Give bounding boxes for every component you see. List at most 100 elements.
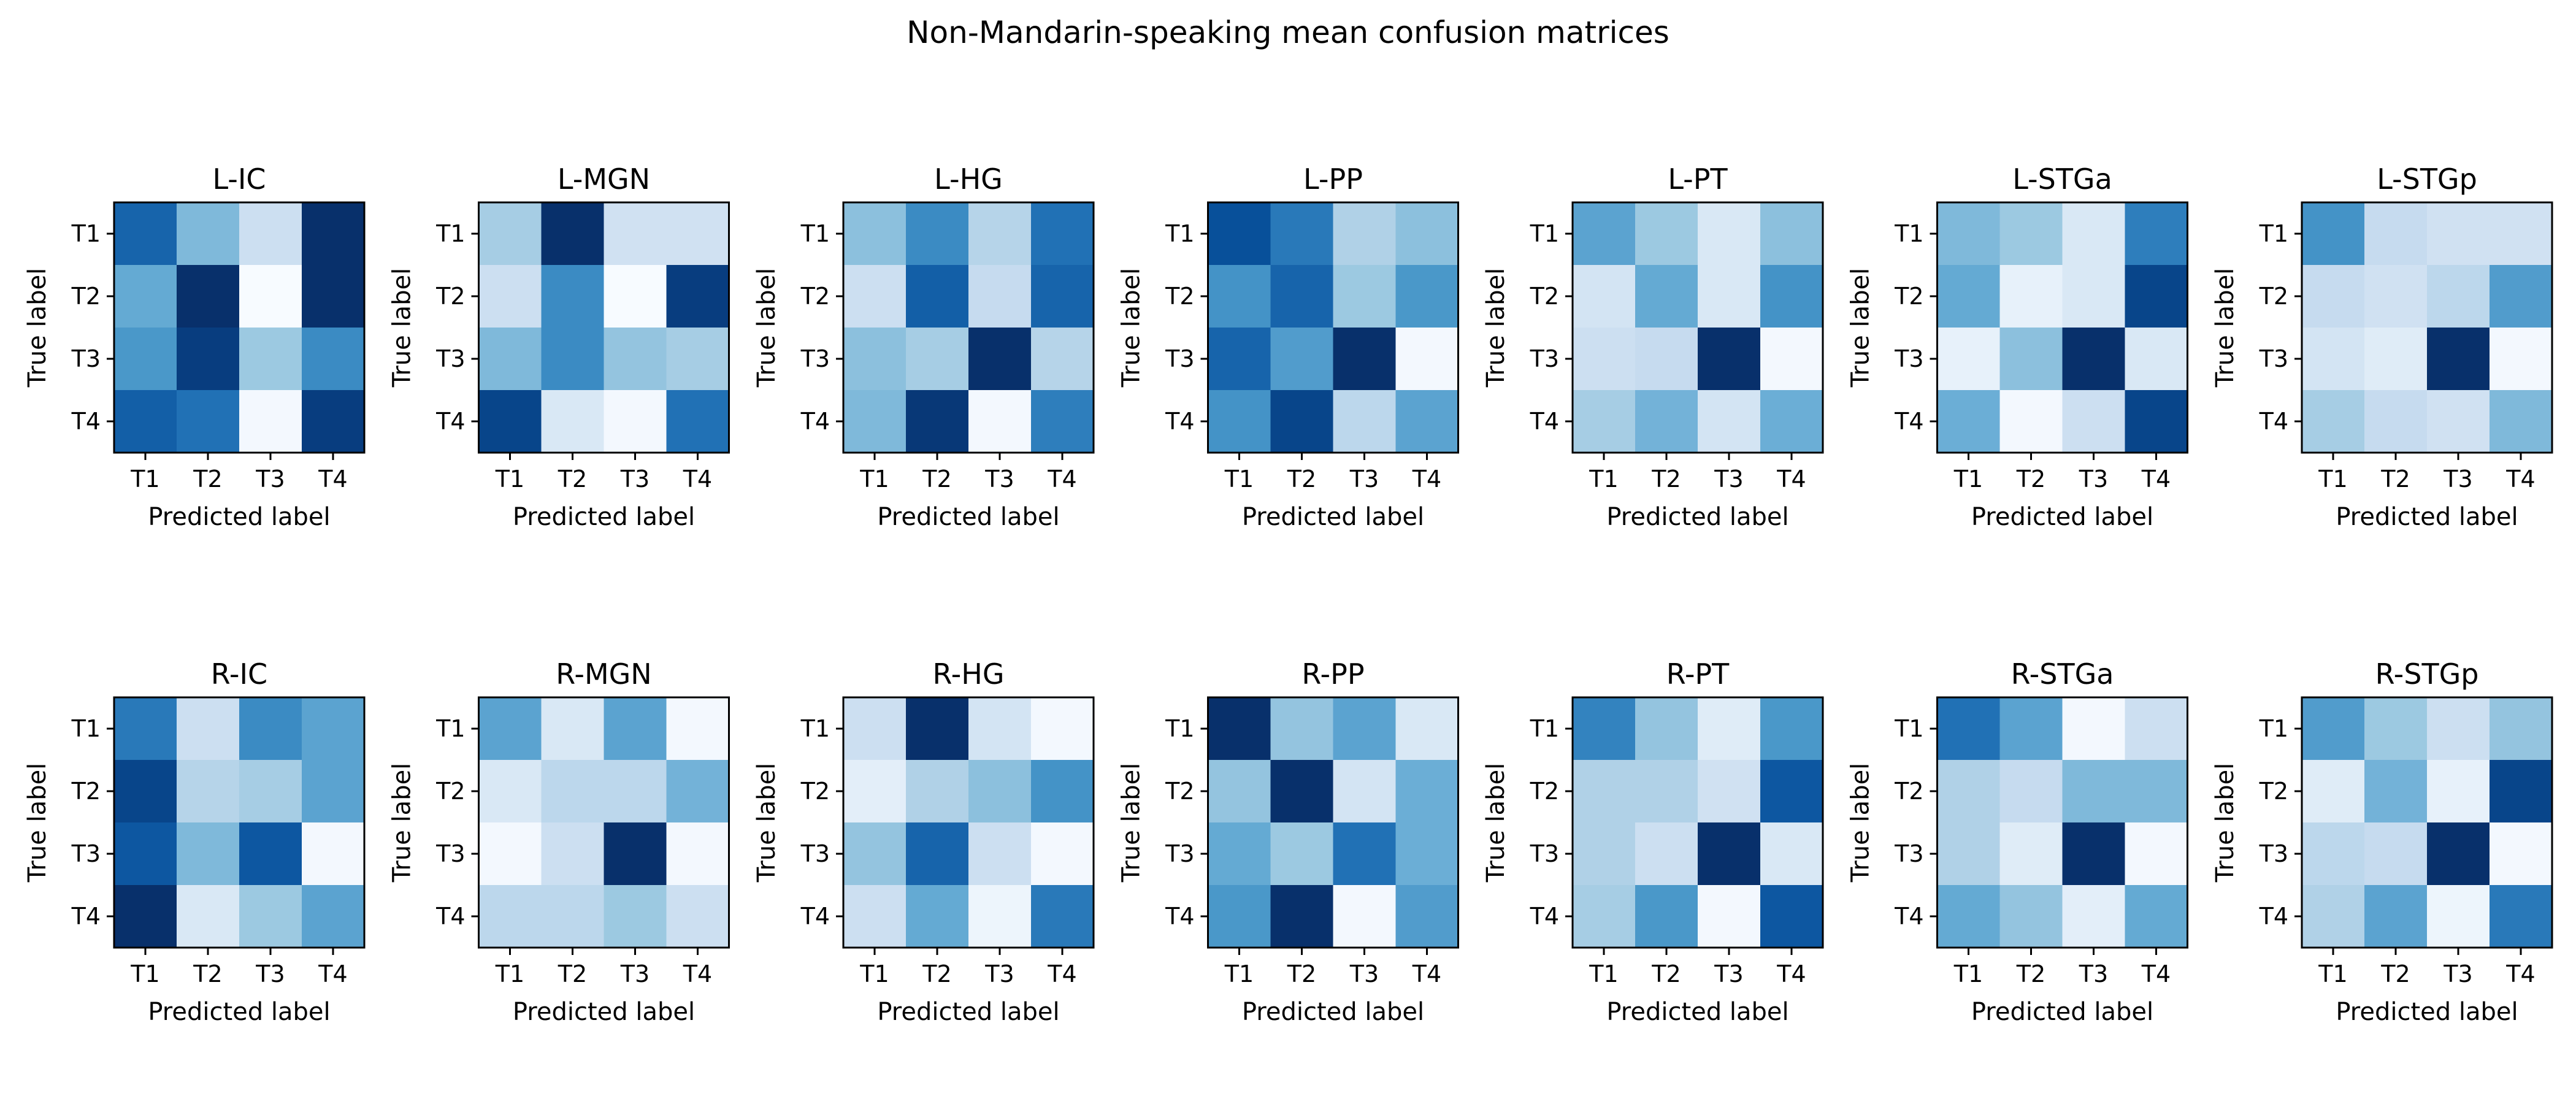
cell-t2-t3 bbox=[604, 265, 667, 328]
cell-t3-t3 bbox=[1698, 822, 1761, 886]
cell-t4-t3 bbox=[1333, 390, 1396, 453]
cell-t2-t3 bbox=[968, 265, 1032, 328]
cell-t4-t4 bbox=[1395, 390, 1459, 453]
cell-t4-t3 bbox=[968, 390, 1032, 453]
cell-t4-t1 bbox=[114, 390, 177, 453]
y-tick-label: T2 bbox=[800, 283, 830, 310]
cell-t3-t1 bbox=[114, 822, 177, 886]
cell-t1-t2 bbox=[541, 697, 604, 761]
cell-t1-t2 bbox=[906, 202, 969, 266]
cell-t2-t3 bbox=[239, 760, 302, 823]
y-tick-label: T3 bbox=[435, 345, 465, 372]
cell-t4-t1 bbox=[478, 885, 542, 948]
axes-frame bbox=[113, 696, 366, 949]
cell-t1-t1 bbox=[843, 202, 907, 266]
y-tick-label: T3 bbox=[2259, 345, 2288, 372]
cell-t1-t3 bbox=[239, 202, 302, 266]
x-tick-label: T2 bbox=[193, 466, 222, 493]
cell-t3-t2 bbox=[1635, 328, 1698, 391]
y-tick-label: T4 bbox=[1530, 903, 1559, 930]
x-tick-label: T3 bbox=[984, 960, 1014, 987]
cell-t2-t2 bbox=[1635, 265, 1698, 328]
x-tick-label: T4 bbox=[1047, 466, 1076, 493]
cell-t1-t2 bbox=[2364, 202, 2428, 266]
cell-t3-t3 bbox=[1698, 328, 1761, 391]
cell-t4-t2 bbox=[2364, 885, 2428, 948]
y-tick-label: T2 bbox=[1530, 778, 1559, 805]
y-tick-label: T3 bbox=[71, 345, 101, 372]
cell-t1-t2 bbox=[541, 202, 604, 266]
cell-t1-t1 bbox=[1208, 202, 1271, 266]
cell-t1-t1 bbox=[114, 202, 177, 266]
y-tick-label: T3 bbox=[1530, 840, 1559, 867]
panel-title: L-STGa bbox=[2012, 163, 2112, 196]
cell-t3-t4 bbox=[2490, 822, 2553, 886]
y-tick-label: T3 bbox=[800, 345, 830, 372]
y-tick-label: T1 bbox=[71, 715, 101, 742]
y-axis-label: True label bbox=[753, 763, 781, 883]
cell-t2-t1 bbox=[2302, 760, 2365, 823]
cell-t4-t4 bbox=[1031, 390, 1094, 453]
x-tick-label: T3 bbox=[2443, 466, 2472, 493]
axes-frame bbox=[113, 201, 366, 454]
x-tick-label: T3 bbox=[620, 466, 650, 493]
cell-t4-t3 bbox=[2062, 885, 2125, 948]
cell-t3-t4 bbox=[1031, 328, 1094, 391]
cell-t1-t4 bbox=[666, 697, 729, 761]
x-tick-label: T4 bbox=[1412, 466, 1441, 493]
cell-t4-t2 bbox=[906, 390, 969, 453]
y-tick-label: T4 bbox=[435, 903, 465, 930]
cell-t4-t1 bbox=[843, 885, 907, 948]
cell-t2-t1 bbox=[1937, 760, 2000, 823]
x-axis-label: Predicted label bbox=[513, 503, 695, 531]
cell-t4-t1 bbox=[1208, 885, 1271, 948]
cell-t3-t4 bbox=[2490, 328, 2553, 391]
cell-t1-t3 bbox=[1698, 202, 1761, 266]
cell-t3-t2 bbox=[1270, 822, 1333, 886]
x-tick-label: T4 bbox=[683, 466, 712, 493]
x-axis-label: Predicted label bbox=[877, 503, 1059, 531]
cell-t1-t1 bbox=[114, 697, 177, 761]
cell-t3-t2 bbox=[1270, 328, 1333, 391]
cell-t2-t2 bbox=[2364, 760, 2428, 823]
cell-t1-t1 bbox=[2302, 202, 2365, 266]
x-tick-label: T4 bbox=[2141, 466, 2171, 493]
x-tick-label: T2 bbox=[2380, 960, 2410, 987]
cell-t3-t4 bbox=[302, 328, 365, 391]
cell-t2-t4 bbox=[1031, 760, 1094, 823]
cell-t1-t2 bbox=[177, 202, 240, 266]
cell-t2-t2 bbox=[177, 265, 240, 328]
cell-t2-t2 bbox=[1999, 760, 2063, 823]
cell-t1-t1 bbox=[478, 697, 542, 761]
cell-t4-t4 bbox=[1395, 885, 1459, 948]
cell-t2-t4 bbox=[2125, 265, 2188, 328]
figure-title: Non-Mandarin-speaking mean confusion mat… bbox=[907, 15, 1669, 50]
y-tick-label: T4 bbox=[1530, 408, 1559, 435]
cell-t4-t4 bbox=[2490, 390, 2553, 453]
cell-t1-t1 bbox=[1937, 697, 2000, 761]
x-tick-label: T1 bbox=[2318, 466, 2347, 493]
axes-frame bbox=[2301, 201, 2553, 454]
panel-title: L-PT bbox=[1668, 163, 1728, 196]
cell-t3-t1 bbox=[1573, 328, 1636, 391]
cell-t3-t4 bbox=[1760, 328, 1823, 391]
x-tick-label: T4 bbox=[1776, 466, 1806, 493]
cell-t3-t2 bbox=[2364, 822, 2428, 886]
cell-t4-t4 bbox=[302, 390, 365, 453]
y-tick-label: T2 bbox=[71, 283, 101, 310]
panel-title: R-IC bbox=[211, 657, 267, 691]
y-tick-label: T4 bbox=[2259, 903, 2288, 930]
x-axis-label: Predicted label bbox=[877, 998, 1059, 1026]
cell-t2-t2 bbox=[2364, 265, 2428, 328]
y-tick-label: T3 bbox=[1894, 840, 1923, 867]
cell-t1-t2 bbox=[1270, 697, 1333, 761]
axes-frame bbox=[478, 696, 730, 949]
y-tick-label: T3 bbox=[435, 840, 465, 867]
cell-t1-t3 bbox=[2427, 697, 2490, 761]
cell-t2-t4 bbox=[302, 760, 365, 823]
axes-frame bbox=[1936, 696, 2188, 949]
y-axis-label: True label bbox=[2211, 268, 2239, 388]
cell-t2-t2 bbox=[541, 760, 604, 823]
cell-t4-t3 bbox=[2062, 390, 2125, 453]
